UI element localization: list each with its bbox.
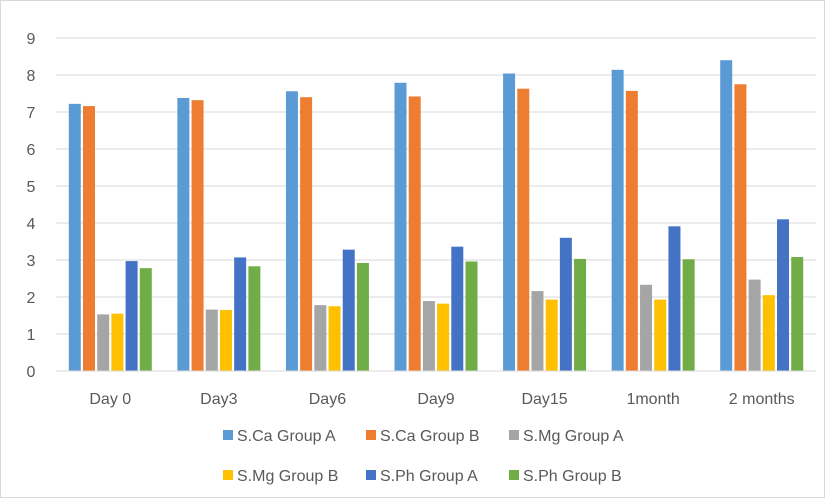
bar-1-4 [394, 82, 407, 372]
legend-label: S.Mg Group A [523, 428, 624, 445]
bar-2-5 [517, 88, 530, 371]
bar-5-4 [451, 246, 464, 371]
bar-2-6 [625, 90, 638, 371]
bar-4-4 [437, 303, 450, 371]
bar-2-7 [734, 84, 747, 371]
y-tick-label: 4 [27, 216, 36, 233]
bar-1-3 [285, 91, 298, 371]
bar-1-7 [720, 60, 733, 371]
bar-1-5 [503, 73, 516, 372]
bar-4-1 [111, 313, 124, 371]
bar-6-6 [682, 259, 695, 371]
legend-label: S.Ph Group B [523, 468, 622, 485]
bar-4-2 [219, 309, 232, 371]
bar-2-4 [408, 96, 421, 372]
gridlines [56, 37, 816, 335]
x-axis-ticks: Day 0 Day3 Day6 Day9 Day15 1month 2 months [89, 391, 794, 408]
bar-6-5 [574, 258, 587, 371]
bar-6-7 [791, 257, 804, 371]
bar-5-7 [777, 219, 790, 371]
bar-3-4 [422, 301, 435, 371]
bar-4-5 [545, 299, 558, 371]
legend-label: S.Ph Group A [380, 468, 478, 485]
bar-4-3 [328, 306, 341, 371]
legend-label: S.Ca Group B [380, 428, 480, 445]
y-tick-label: 1 [27, 327, 36, 344]
y-tick-label: 0 [27, 364, 36, 381]
y-tick-label: 9 [27, 31, 36, 48]
y-tick-label: 6 [27, 142, 36, 159]
bar-5-2 [234, 257, 247, 371]
bar-6-2 [248, 266, 261, 371]
x-tick-label: 2 months [729, 391, 795, 408]
bar-5-6 [668, 226, 681, 371]
bar-3-2 [205, 309, 218, 371]
bar-6-1 [139, 268, 152, 371]
y-tick-label: 2 [27, 290, 36, 307]
bar-2-3 [300, 97, 313, 371]
legend-swatch [223, 470, 233, 480]
bar-2-2 [191, 100, 204, 371]
y-axis-ticks: 0 1 2 3 4 5 6 7 8 9 [27, 31, 36, 381]
legend-swatch [509, 430, 519, 440]
bar-5-1 [125, 261, 138, 371]
bar-6-3 [356, 262, 369, 371]
bars [68, 60, 804, 372]
legend-label: S.Mg Group B [237, 468, 338, 485]
bar-3-6 [640, 284, 653, 371]
x-tick-label: Day15 [521, 391, 567, 408]
legend-swatch [366, 430, 376, 440]
y-tick-label: 8 [27, 68, 36, 85]
bar-2-1 [82, 106, 95, 371]
bar-3-3 [314, 305, 327, 371]
bar-4-7 [762, 295, 775, 371]
y-tick-label: 5 [27, 179, 36, 196]
y-tick-label: 7 [27, 105, 36, 122]
x-tick-label: Day6 [309, 391, 346, 408]
bar-3-5 [531, 291, 544, 371]
bar-1-1 [68, 103, 81, 372]
legend-swatch [366, 470, 376, 480]
bar-6-4 [465, 261, 478, 371]
x-tick-label: Day3 [200, 391, 237, 408]
bar-5-5 [559, 237, 572, 371]
x-tick-label: 1month [626, 391, 679, 408]
legend-label: S.Ca Group A [237, 428, 336, 445]
bar-3-1 [97, 314, 110, 371]
bar-1-6 [611, 69, 624, 371]
bar-4-6 [654, 299, 667, 371]
y-tick-label: 3 [27, 253, 36, 270]
bar-5-3 [342, 249, 355, 371]
bar-1-2 [177, 97, 190, 371]
legend-swatch [223, 430, 233, 440]
x-tick-label: Day 0 [89, 391, 131, 408]
bar-3-7 [748, 279, 761, 371]
legend-swatch [509, 470, 519, 480]
x-tick-label: Day9 [417, 391, 454, 408]
legend: S.Ca Group A S.Ca Group B S.Mg Group A S.Mg… [223, 428, 624, 485]
